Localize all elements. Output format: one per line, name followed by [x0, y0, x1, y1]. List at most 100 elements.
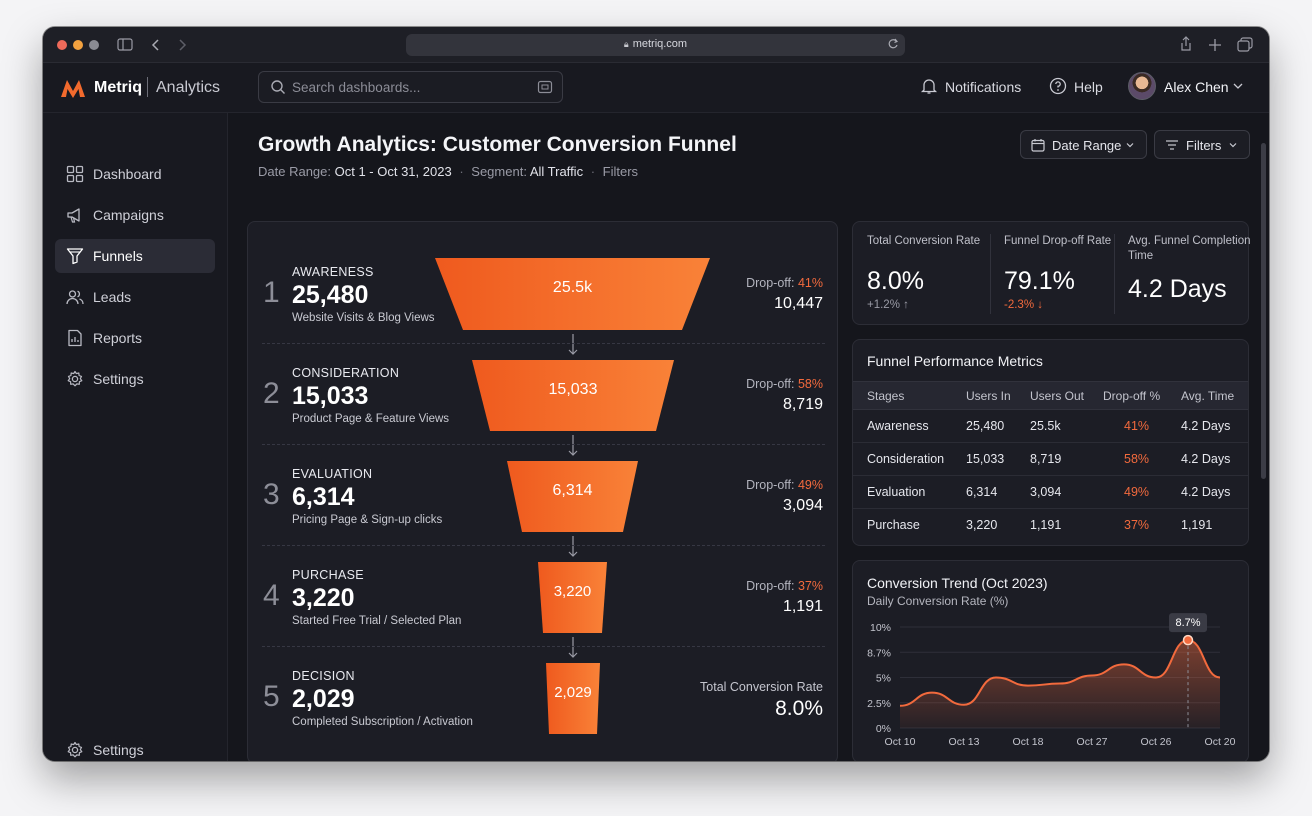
funnel-stage-evaluation[interactable]: 3 EVALUATION 6,314 Pricing Page & Sign-u… — [248, 445, 839, 546]
close-window-button[interactable] — [57, 40, 67, 50]
minimize-window-button[interactable] — [73, 40, 83, 50]
new-tab-icon[interactable] — [1208, 38, 1222, 52]
back-icon[interactable] — [151, 38, 161, 52]
funnel-segment-purchase — [538, 562, 607, 633]
filters-button[interactable]: Filters — [1154, 130, 1250, 159]
funnel-stage-purchase[interactable]: 4 PURCHASE 3,220 Started Free Trial / Se… — [248, 546, 839, 647]
sidebar-item-reports[interactable]: Reports — [55, 321, 215, 355]
stage-description: Completed Subscription / Activation — [292, 716, 473, 728]
table-cell: 3,094 — [1030, 485, 1062, 499]
grid-icon — [66, 165, 84, 183]
table-cell: 4.2 Days — [1181, 485, 1231, 499]
calendar-icon — [1031, 139, 1045, 152]
chevron-down-icon[interactable] — [1232, 80, 1244, 92]
tabs-overview-icon[interactable] — [1237, 37, 1253, 53]
dropoff-percent: 58% — [797, 377, 823, 391]
stage-description: Product Page & Feature Views — [292, 413, 450, 425]
sidebar-item-label: Funnels — [93, 248, 143, 264]
chart-subtitle: Daily Conversion Rate (%) — [867, 594, 1009, 608]
stage-bar-label: 6,314 — [552, 482, 593, 499]
stage-count: 15,033 — [292, 382, 369, 410]
column-header[interactable]: Users Out — [1030, 389, 1085, 403]
kpi-label: Avg. Funnel Completion Time — [1128, 235, 1251, 262]
address-bar[interactable]: 🔒︎ metriq.com — [406, 34, 905, 56]
table-cell: 15,033 — [966, 452, 1005, 466]
column-header[interactable]: Avg. Time — [1181, 389, 1235, 403]
table-cell: 3,220 — [966, 518, 998, 532]
stage-number: 3 — [263, 478, 280, 511]
reload-icon[interactable] — [887, 37, 899, 51]
highlight-point — [1182, 634, 1194, 646]
table-cell: Awareness — [867, 419, 929, 433]
dropoff-percent: 49% — [797, 478, 823, 492]
conversion-trend-card: Conversion Trend (Oct 2023) Daily Conver… — [852, 560, 1249, 761]
stage-lost-users: 10,447 — [774, 295, 823, 312]
column-header[interactable]: Stages — [867, 389, 905, 403]
stage-bar-label: 3,220 — [553, 583, 592, 600]
brand-subtitle: Analytics — [156, 79, 221, 96]
segment-value: All Traffic — [529, 164, 584, 179]
sidebar: Dashboard Campaigns Funnels Leads Report… — [43, 113, 228, 761]
x-tick-label: Oct 27 — [1077, 736, 1108, 748]
kpi-card: Total Conversion Rate 8.0% +1.2% ↑ Funne… — [852, 221, 1251, 325]
gear-icon — [67, 370, 83, 387]
forward-icon[interactable] — [177, 38, 187, 52]
funnel-stage-decision[interactable]: 5 DECISION 2,029 Completed Subscription … — [248, 647, 839, 748]
table-cell: 6,314 — [966, 485, 998, 499]
sidebar-item-campaigns[interactable]: Campaigns — [55, 198, 215, 232]
stage-bar-label: 2,029 — [554, 684, 592, 701]
megaphone-icon — [67, 208, 80, 223]
table-cell: Consideration — [867, 452, 945, 466]
column-header[interactable]: Users In — [966, 389, 1011, 403]
conversion-trend-chart[interactable]: 0% 2.5% 5% 8.7% 10% Oct 10 Oct 13 Oct 18 Oct 27 O… — [853, 561, 1250, 761]
table-cell: 4.2 Days — [1181, 452, 1231, 466]
sidebar-toggle-icon[interactable] — [117, 38, 133, 52]
avatar[interactable] — [1128, 72, 1156, 100]
segment-label: Segment: — [471, 164, 527, 179]
page-subtitle: Date Range: Oct 1 - Oct 31, 2023 · Segme… — [258, 164, 638, 179]
metriq-logo-icon[interactable] — [60, 77, 86, 99]
stage-dropoff: Drop-off: 41% — [746, 276, 823, 290]
table-row[interactable]: Purchase 3,220 1,191 37% 1,191 — [853, 509, 1248, 542]
sidebar-footer-settings[interactable]: Settings — [55, 733, 215, 761]
column-header[interactable]: Drop-off % — [1103, 389, 1161, 403]
y-tick-label: 8.7% — [867, 647, 891, 659]
date-range-button[interactable]: Date Range — [1020, 130, 1147, 159]
sidebar-item-dashboard[interactable]: Dashboard — [55, 157, 215, 191]
funnel-stage-consideration[interactable]: 2 CONSIDERATION 15,033 Product Page & Fe… — [248, 344, 839, 445]
help-link[interactable]: Help — [1074, 79, 1103, 95]
filters-button-label: Filters — [1186, 138, 1222, 153]
sidebar-item-label: Reports — [93, 330, 143, 346]
maximize-window-button[interactable] — [89, 40, 99, 50]
chevron-down-icon — [1126, 143, 1134, 148]
browser-chrome: 🔒︎ metriq.com — [43, 27, 1269, 63]
stage-lost-users: 1,191 — [782, 598, 823, 615]
funnel-graphic — [435, 258, 710, 734]
stage-description: Pricing Page & Sign-up clicks — [292, 514, 443, 526]
table-row[interactable]: Consideration 15,033 8,719 58% 4.2 Days — [853, 443, 1248, 476]
sidebar-item-settings[interactable]: Settings — [55, 362, 215, 396]
table-row[interactable]: Awareness 25,480 25.5k 41% 4.2 Days — [853, 410, 1248, 443]
sidebar-item-funnels[interactable]: Funnels — [55, 239, 215, 273]
kpi-divider — [990, 234, 991, 314]
notifications-link[interactable]: Notifications — [945, 79, 1022, 95]
stage-count: 6,314 — [292, 483, 355, 511]
bell-icon[interactable] — [920, 77, 938, 95]
table-row[interactable]: Evaluation 6,314 3,094 49% 4.2 Days — [853, 476, 1248, 509]
share-icon[interactable] — [1179, 36, 1193, 52]
filters-link[interactable]: Filters — [602, 164, 639, 179]
chevron-down-icon — [1229, 143, 1237, 148]
help-icon[interactable] — [1049, 77, 1067, 95]
sidebar-item-leads[interactable]: Leads — [55, 280, 215, 314]
search-placeholder: Search dashboards... — [292, 80, 421, 95]
y-tick-label: 5% — [876, 673, 891, 685]
table-cell: 25.5k — [1030, 419, 1061, 433]
search-input[interactable]: Search dashboards... — [258, 71, 563, 103]
funnel-metrics-table: Funnel Performance Metrics Stages Users … — [852, 339, 1249, 546]
stage-number: 1 — [263, 276, 280, 309]
user-name[interactable]: Alex Chen — [1164, 79, 1229, 95]
scrollbar[interactable] — [1261, 143, 1266, 479]
x-tick-label: Oct 18 — [1013, 736, 1044, 748]
funnel-stage-awareness[interactable]: 1 AWARENESS 25,480 Website Visits & Blog… — [248, 243, 839, 344]
stage-count: 25,480 — [292, 281, 369, 309]
